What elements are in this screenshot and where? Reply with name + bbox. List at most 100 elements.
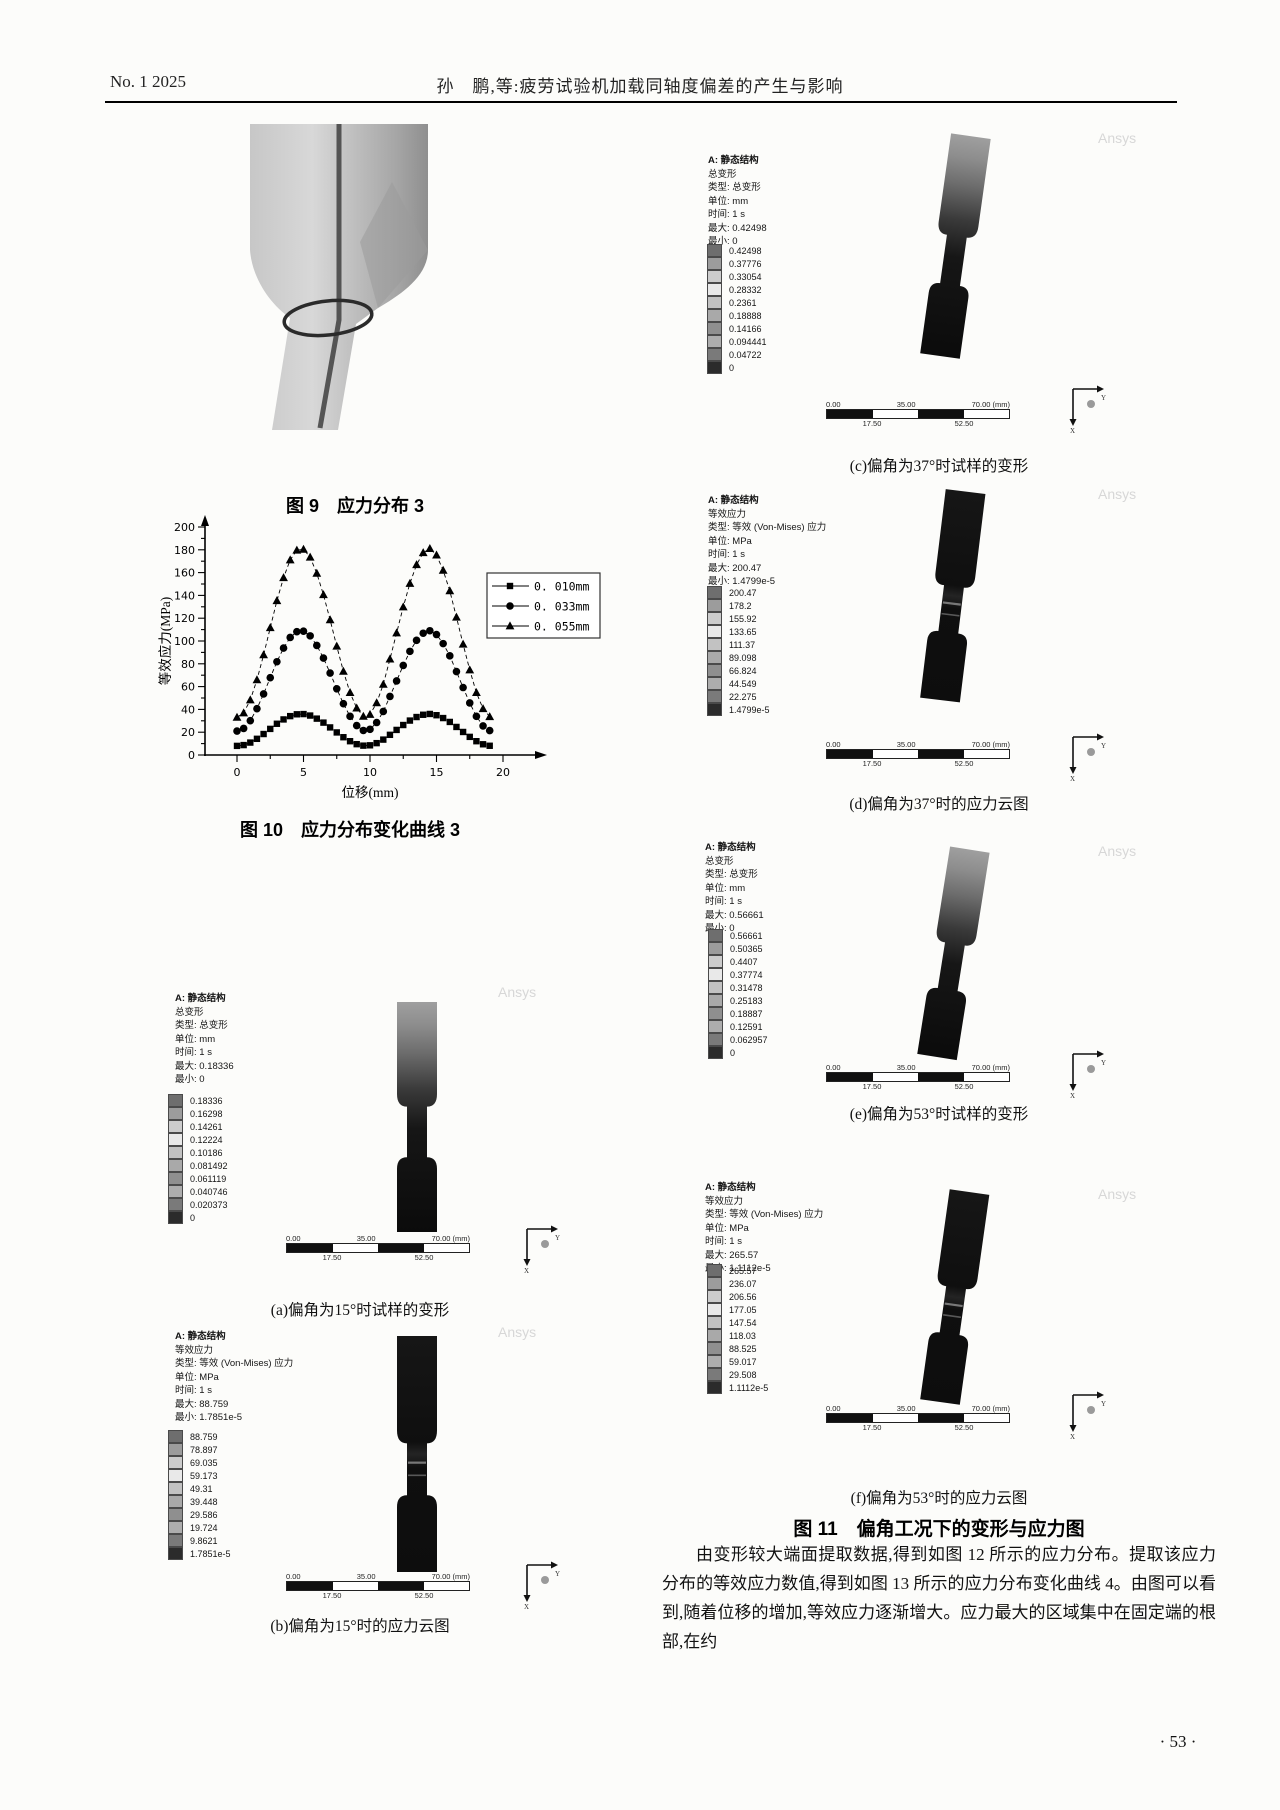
ruler-segment [287,1244,333,1252]
colorbar-row: 88.759 [168,1429,231,1443]
svg-text:X: X [1070,427,1075,434]
issue-number: No. 1 2025 [110,72,187,91]
ruler-segment [873,750,919,758]
colorbar-value: 177.05 [729,1304,757,1315]
colorbar-value: 44.549 [729,678,757,689]
scale-ruler: 0.00 35.00 70.00 (mm) 17.50 52.50 [286,1234,470,1262]
colorbar-swatch [707,282,722,296]
ruler-label: 17.50 [862,1423,882,1432]
colorbar-swatch [168,1494,183,1508]
colorbar-row: 118.03 [707,1328,768,1342]
ansys-legend-line: 最大: 0.18336 [175,1060,234,1072]
colorbar-swatch [707,624,722,638]
svg-text:等效应力(MPa): 等效应力(MPa) [157,597,173,686]
svg-text:Y: Y [555,1234,560,1242]
colorbar-value: 0.18888 [729,310,762,321]
colorbar-row: 59.173 [168,1468,231,1482]
ruler-segment [333,1582,379,1590]
ruler-label: 0.00 [826,400,841,409]
ruler-bar [826,749,1010,759]
body-paragraph: 由变形较大端面提取数据,得到如图 12 所示的应力分布。提取该应力分布的等效应力… [662,1545,1216,1651]
colorbar-value: 0.37774 [730,969,763,980]
specimen-facet [360,182,428,308]
colorbar-swatch [707,295,722,309]
result-colorbar: 265.57 236.07 206.56 177.05 147.54 118.03 88.5… [707,1263,768,1394]
colorbar-row: 0.31478 [708,980,768,994]
svg-text:Y: Y [555,1570,560,1578]
colorbar-swatch [707,702,722,716]
ruler-bottom-labels: 17.50 52.50 [826,419,1010,428]
colorbar-swatch [168,1481,183,1495]
ansys-legend-line: 类型: 总变形 [175,1020,228,1031]
colorbar-swatch [707,1276,722,1290]
colorbar-row: 78.897 [168,1442,231,1456]
colorbar-swatch [707,598,722,612]
colorbar-row: 0.33054 [707,269,767,283]
ruler-label: 17.50 [862,759,882,768]
colorbar-swatch [168,1158,183,1172]
ruler-segment [378,1244,424,1252]
svg-text:40: 40 [181,703,195,716]
colorbar-row: 0.4407 [708,954,768,968]
ruler-bottom-labels: 17.50 52.50 [826,759,1010,768]
colorbar-row: 59.017 [707,1354,768,1368]
panel-f-caption: (f)偏角为53°时的应力云图 [850,1490,1028,1507]
page-number: · 53 · [1159,1732,1197,1751]
colorbar-row: 0.18336 [168,1093,228,1107]
ansys-legend-line: 时间: 1 s [708,209,745,220]
ansys-legend-line: 最大: 200.47 [708,562,762,574]
colorbar-row: 133.65 [707,624,770,638]
ruler-top-labels: 0.00 35.00 70.00 (mm) [826,740,1010,749]
ruler-bottom-labels: 17.50 52.50 [826,1082,1010,1091]
svg-text:Y: Y [1101,1400,1106,1408]
stress-curve-chart: 0 20 40 60 80 100 120 140 160 180 200 0 5 10 15 20 位移(mm… [157,515,601,800]
colorbar-swatch [707,676,722,690]
result-colorbar: 200.47 178.2 155.92 133.65 111.37 89.098 66.82… [707,585,770,716]
panel-c-caption: (c)偏角为37°时试样的变形 [849,458,1029,475]
ansys-legend-line: 最小: 1.4799e-5 [708,576,776,587]
svg-text:X: X [524,1603,529,1610]
ansys-legend-line: A: 静态结构 [708,495,759,506]
specimen-graphic [882,843,992,1072]
ansys-legend-line: 单位: mm [175,1033,216,1045]
ruler-label: 35.00 [896,1404,916,1413]
figure11-caption: 图 11 偏角工况下的变形与应力图 [793,1519,1085,1540]
result-colorbar: 0.56661 0.50365 0.4407 0.37774 0.31478 0.2518… [708,928,768,1059]
svg-text:60: 60 [181,681,195,694]
colorbar-value: 69.035 [190,1457,218,1468]
ansys-panel-e: Ansys A: 静态结构 总变形 类型: 总变形 单位: mm 时间: 1 s 最大: 0… [700,835,1178,1135]
colorbar-row: 44.549 [707,676,770,690]
svg-text:160: 160 [174,567,195,580]
colorbar-row: 206.56 [707,1289,768,1303]
ruler-segment [918,410,964,418]
svg-text:X: X [1070,775,1075,782]
colorbar-value: 78.897 [190,1444,218,1455]
ansys-legend-line: 最小: 0 [175,1074,205,1085]
colorbar-swatch [707,1328,722,1342]
colorbar-row: 0.061119 [168,1171,228,1185]
svg-text:15: 15 [430,766,444,779]
colorbar-swatch [168,1119,183,1133]
colorbar-row: 29.586 [168,1507,231,1521]
colorbar-row: 39.448 [168,1494,231,1508]
ruler-segment [964,410,1010,418]
colorbar-value: 0.2361 [729,297,757,308]
colorbar-value: 0.42498 [729,245,762,256]
ruler-label: 0.00 [286,1572,301,1581]
specimen-graphic [885,130,995,371]
ansys-panel-d: Ansys A: 静态结构 等效应力 类型: 等效 (Von-Mises) 应力 单位:… [700,478,1178,788]
colorbar-swatch [168,1093,183,1107]
ruler-label: 70.00 (mm) [971,1063,1010,1072]
ruler-label: 35.00 [896,400,916,409]
svg-text:10: 10 [363,766,377,779]
ruler-bar [826,1413,1010,1423]
ruler-label: 0.00 [826,1404,841,1413]
colorbar-row: 0 [168,1210,228,1224]
colorbar-swatch [708,941,723,955]
colorbar-row: 0 [707,360,767,374]
colorbar-row: 0.040746 [168,1184,228,1198]
colorbar-swatch [707,663,722,677]
svg-text:位移(mm): 位移(mm) [342,785,399,800]
